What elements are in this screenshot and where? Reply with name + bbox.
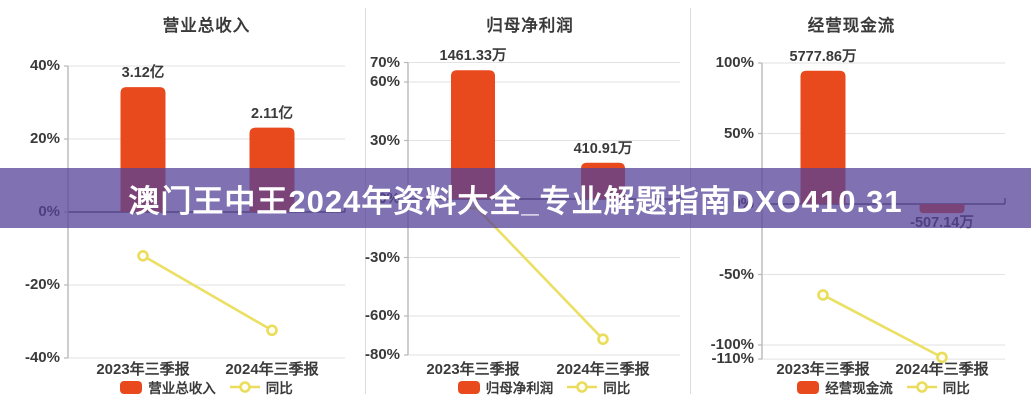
y-tick-label: -100% — [710, 336, 754, 353]
watermark-banner: 澳门王中王2024年资料大全_专业解题指南DXO410.31 — [0, 168, 1031, 228]
bar-legend-swatch — [797, 380, 820, 394]
y-tick-label: -30% — [365, 248, 401, 266]
yoy-marker-2023年三季报 — [137, 250, 149, 262]
y-tick-label: -20% — [24, 276, 60, 293]
line-legend-label: 同比 — [603, 381, 631, 396]
legend-item-bar: 营业总收入 — [120, 377, 216, 397]
legend-item-line: 同比 — [906, 377, 970, 397]
legend: 归母净利润 同比 — [408, 378, 680, 396]
line-legend-label: 同比 — [942, 381, 970, 396]
y-tick-label: 20% — [29, 130, 60, 147]
x-category-label: 2023年三季报 — [776, 361, 870, 378]
yoy-marker-2024年三季报 — [597, 333, 609, 346]
x-category-label: 2024年三季报 — [556, 361, 650, 378]
legend-item-line: 同比 — [567, 377, 630, 397]
line-legend-marker-icon — [567, 381, 598, 393]
yoy-marker-2023年三季报 — [817, 289, 829, 301]
bar-legend-label: 归母净利润 — [485, 381, 554, 396]
bar-value-label: 3.12亿 — [121, 65, 165, 82]
legend-item-line: 同比 — [229, 377, 293, 397]
x-category-label: 2023年三季报 — [426, 361, 520, 378]
yoy-line — [142, 254, 273, 332]
y-tick-label: 100% — [715, 54, 754, 71]
bar-value-label: 2.11亿 — [251, 105, 293, 122]
x-category-label: 2023年三季报 — [96, 361, 190, 378]
yoy-line — [822, 293, 943, 359]
chart-title: 归母净利润 — [486, 17, 574, 35]
line-legend-label: 同比 — [265, 381, 293, 396]
chart-title: 营业总收入 — [162, 17, 251, 35]
bar-value-label: 410.91万 — [573, 140, 633, 157]
line-legend-marker-icon — [906, 381, 937, 393]
bar-legend-label: 营业总收入 — [148, 381, 216, 396]
legend-item-bar: 归母净利润 — [457, 377, 554, 397]
bar-value-label: 5777.86万 — [789, 48, 857, 65]
legend-item-bar: 经营现金流 — [797, 377, 893, 397]
x-category-label: 2024年三季报 — [895, 361, 989, 378]
legend: 营业总收入 同比 — [68, 378, 345, 396]
yoy-marker-2024年三季报 — [266, 324, 278, 337]
watermark-text: 澳门王中王2024年资料大全_专业解题指南DXO410.31 — [128, 183, 903, 219]
bar-legend-label: 经营现金流 — [825, 381, 893, 396]
bar-2023年三季报 — [451, 70, 495, 199]
bar-value-label: 1461.33万 — [439, 48, 507, 65]
y-tick-label: -60% — [365, 307, 401, 324]
legend: 经营现金流 同比 — [762, 378, 1005, 396]
x-category-label: 2024年三季报 — [225, 361, 319, 378]
y-tick-label: -80% — [365, 346, 401, 363]
y-tick-label: 30% — [369, 131, 400, 149]
bar-legend-swatch — [120, 380, 143, 394]
bar-legend-swatch — [457, 380, 480, 394]
y-tick-label: 70% — [369, 53, 400, 71]
yoy-marker-2024年三季报 — [936, 351, 948, 364]
y-tick-label: 50% — [723, 124, 754, 142]
y-tick-label: -40% — [24, 349, 60, 366]
chart-title: 经营现金流 — [807, 17, 896, 35]
y-tick-label: -110% — [711, 350, 754, 368]
y-tick-label: 40% — [29, 57, 60, 74]
y-tick-label: -50% — [718, 265, 754, 283]
y-tick-label: 60% — [369, 73, 400, 90]
line-legend-marker-icon — [229, 381, 260, 393]
